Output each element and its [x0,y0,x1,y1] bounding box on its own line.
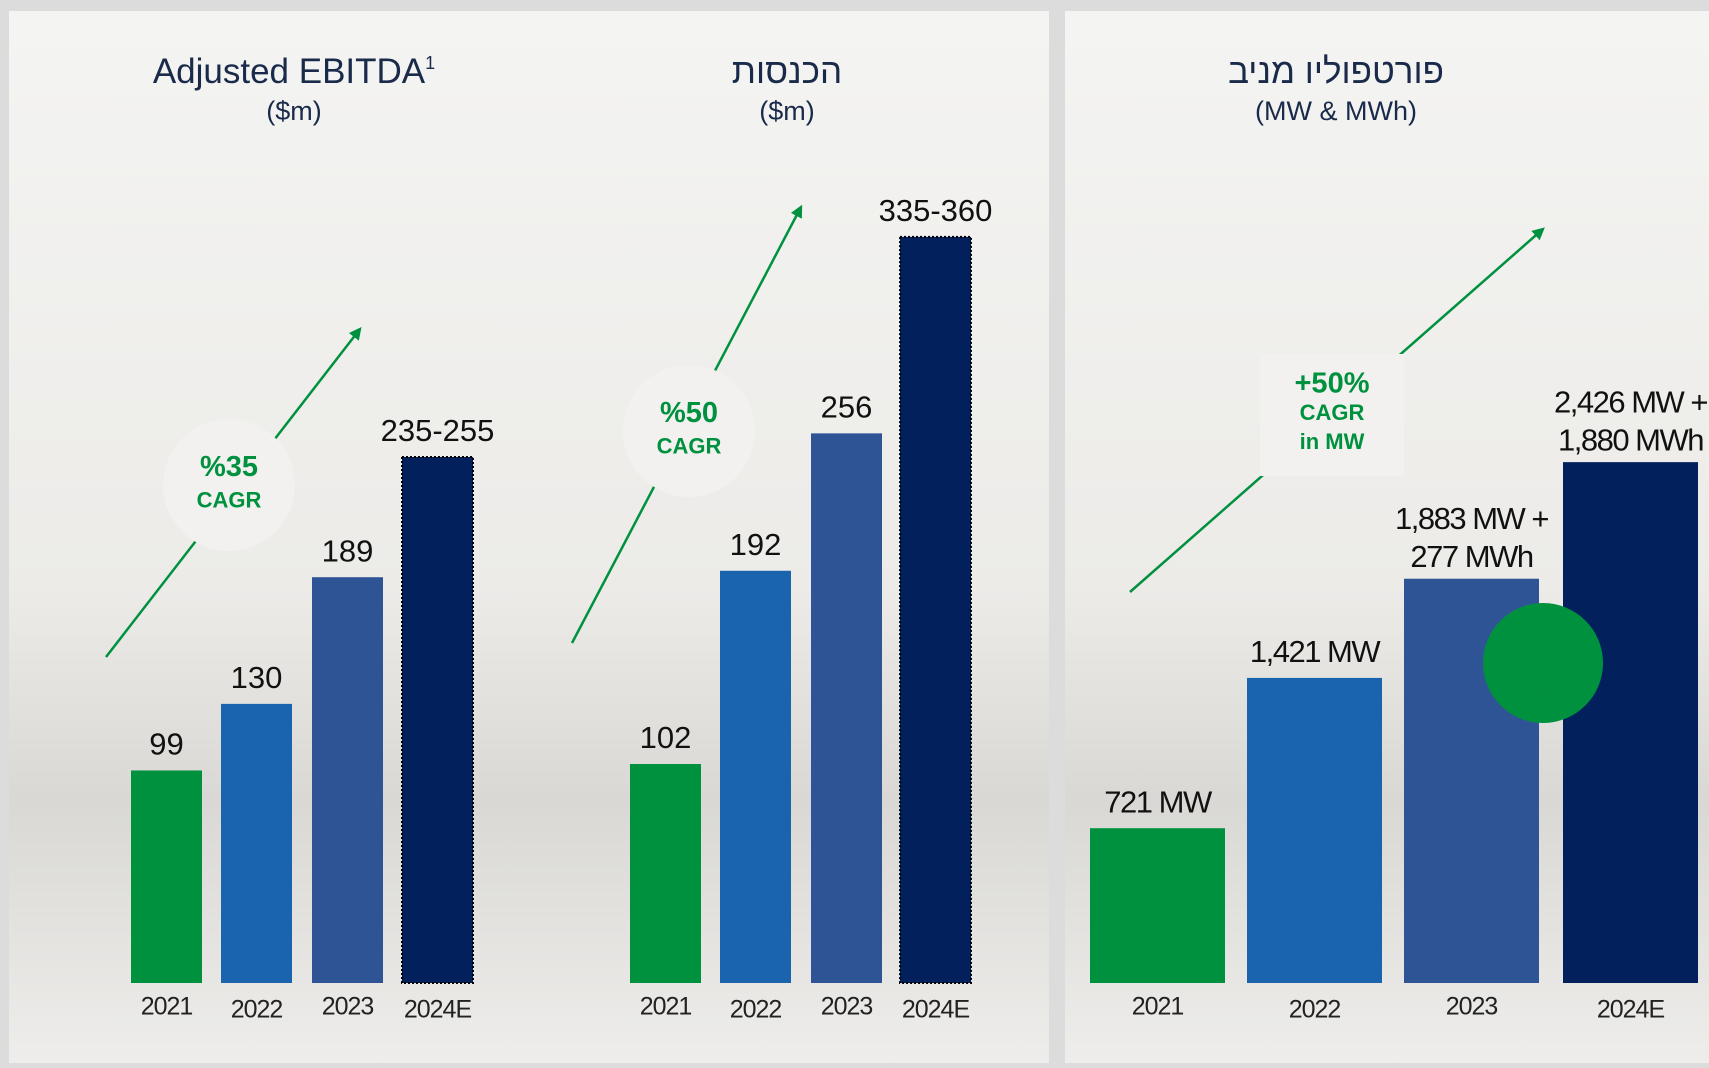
x-tick-label: 2023 [821,993,873,1021]
value-label: 189 [322,533,374,568]
x-tick-label: 2024E [404,996,472,1024]
value-label: 1,421 MW [1250,634,1382,669]
cagr-label: +50% [1295,368,1370,400]
value-label: 99 [149,727,183,762]
value-label: 335-360 [879,193,993,228]
x-tick-label: 2022 [730,996,782,1024]
cagr-label: CAGR [197,487,262,512]
cagr-label: CAGR [1511,649,1576,674]
bar [811,433,882,983]
x-tick-label: 2023 [1446,993,1498,1021]
value-label: 721 MW [1104,784,1213,819]
cagr-label: %50 [660,397,718,429]
x-tick-label: 2021 [640,993,692,1021]
chart-title-text: הכנסות [732,52,842,91]
chart-title-text: Adjusted EBITDA [153,52,426,91]
cagr-badge [1260,354,1404,476]
cagr-label: CAGR [1300,400,1365,425]
bar [221,703,292,983]
bar [1247,677,1382,983]
cagr-label: +579% [1497,617,1588,649]
chart-title: Adjusted EBITDA1 [153,52,435,91]
x-tick-label: 2024E [1597,996,1665,1024]
bar [630,764,701,983]
title-superscript: 1 [425,53,435,73]
x-tick-label: 2023 [322,993,374,1021]
chart-subtitle: ($m) [266,96,322,126]
cagr-label: in MWh [1504,678,1582,703]
x-tick-label: 2024E [902,996,970,1024]
value-label: 2,426 MW + [1554,384,1707,419]
bar [401,455,474,984]
x-tick-label: 2021 [141,993,193,1021]
bar [720,570,791,983]
bar [1563,462,1698,983]
chart-title: הכנסות [732,52,842,91]
chart-title: פורטפוליו מניב [1228,52,1444,91]
value-label: 256 [821,390,873,425]
cagr-badge [163,419,295,551]
x-tick-label: 2022 [1289,996,1341,1024]
value-label: 277 MWh [1410,539,1532,574]
value-label: 102 [640,720,692,755]
bar [1090,828,1225,983]
chart-subtitle: ($m) [759,96,815,126]
bar [131,770,202,983]
value-label: 192 [730,527,782,562]
cagr-label: CAGR [657,433,722,458]
chart-subtitle: (MW & MWh) [1255,96,1417,126]
cagr-label: in MW [1300,429,1365,454]
chart-title-text: פורטפוליו מניב [1228,52,1444,91]
value-label: 1,883 MW + [1395,501,1548,536]
value-label: 235-255 [381,413,495,448]
bar [312,577,383,983]
value-label: 130 [231,660,283,695]
x-tick-label: 2022 [231,996,283,1024]
value-label: 1,880 MWh [1558,422,1703,457]
cagr-label: %35 [200,451,258,483]
cagr-badge [623,365,755,497]
cagr-badge [1483,603,1603,723]
x-tick-label: 2021 [1132,993,1184,1021]
bar [899,235,972,985]
